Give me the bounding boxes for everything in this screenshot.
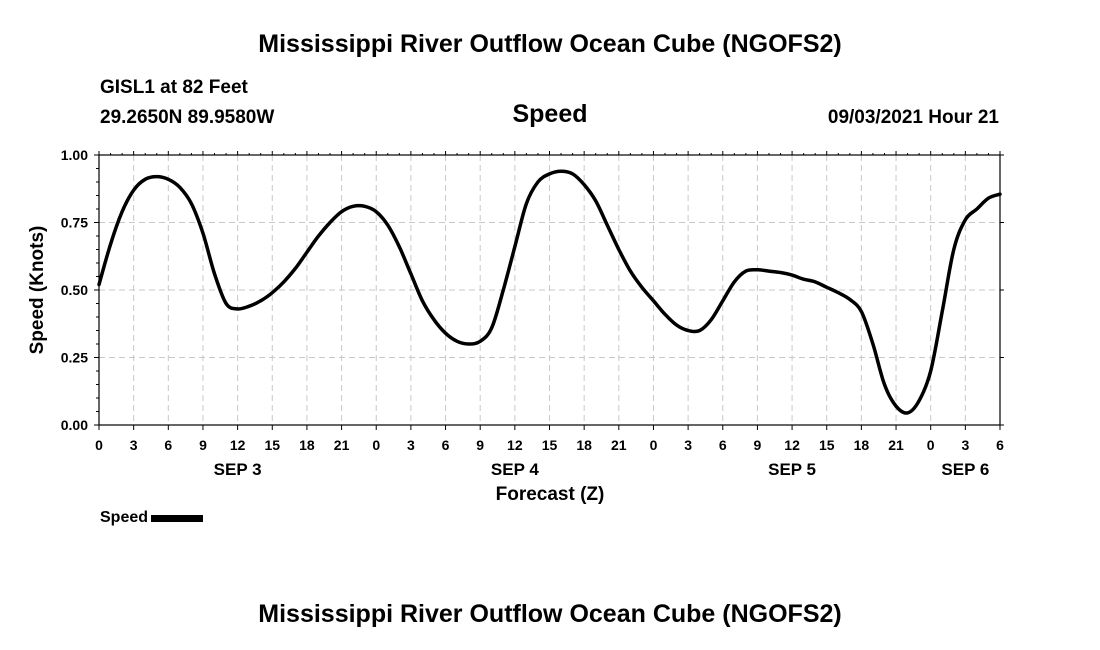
x-tick-label: 0	[95, 437, 103, 453]
x-tick-label: 18	[854, 437, 870, 453]
station-label: GISL1 at 82 Feet	[100, 77, 248, 98]
day-label: SEP 5	[768, 460, 816, 479]
day-label: SEP 4	[491, 460, 539, 479]
x-tick-label: 0	[650, 437, 658, 453]
x-tick-label: 6	[164, 437, 172, 453]
y-tick-label: 0.25	[61, 350, 88, 366]
legend-swatch	[151, 514, 204, 522]
x-tick-label: 15	[542, 437, 558, 453]
x-tick-label: 3	[684, 437, 692, 453]
chart-main-title: Mississippi River Outflow Ocean Cube (NG…	[258, 30, 842, 58]
x-tick-label: 15	[819, 437, 835, 453]
x-tick-label: 6	[996, 437, 1004, 453]
day-label: SEP 6	[941, 460, 989, 479]
x-tick-label: 3	[130, 437, 138, 453]
plot-title: Speed	[512, 100, 588, 128]
datetime-label: 09/03/2021 Hour 21	[827, 107, 999, 128]
x-tick-label: 9	[754, 437, 762, 453]
speed-series-line	[97, 169, 1002, 415]
x-tick-label: 0	[927, 437, 935, 453]
x-tick-label: 9	[199, 437, 207, 453]
y-axis-label: Speed (Knots)	[27, 226, 48, 355]
plot-frame	[98, 154, 1001, 426]
x-axis-label: Forecast (Z)	[496, 484, 605, 505]
x-tick-label: 0	[372, 437, 380, 453]
y-tick-labels: 0.00 0.25 0.50 0.75 1.00	[61, 147, 88, 433]
x-tick-label: 21	[888, 437, 904, 453]
x-tick-label: 21	[611, 437, 627, 453]
y-tick-label: 1.00	[61, 147, 88, 163]
x-tick-label: 18	[299, 437, 315, 453]
x-tick-label: 3	[961, 437, 969, 453]
x-tick-label: 6	[719, 437, 727, 453]
x-tick-label: 9	[476, 437, 484, 453]
x-tick-label: 6	[442, 437, 450, 453]
x-tick-label: 12	[784, 437, 800, 453]
day-labels: SEP 3 SEP 4 SEP 5 SEP 6	[214, 460, 990, 479]
x-tick-label: 12	[507, 437, 523, 453]
coordinates-label: 29.2650N 89.9580W	[100, 107, 275, 128]
y-tick-label: 0.00	[61, 417, 88, 433]
grid-lines	[99, 155, 1000, 425]
y-tick-label: 0.50	[61, 282, 88, 298]
x-tick-labels: 0 3 6 9 12 15 18 21 0 3 6 9 12 15 18 21 0 3 6 9 12 15 18 21 0 3 6	[95, 437, 1004, 453]
x-tick-label: 3	[407, 437, 415, 453]
y-tick-label: 0.75	[61, 215, 88, 231]
x-tick-label: 15	[264, 437, 280, 453]
x-tick-label: 12	[230, 437, 246, 453]
legend-label: Speed	[100, 509, 149, 526]
x-tick-label: 21	[334, 437, 350, 453]
chart-footer-title: Mississippi River Outflow Ocean Cube (NG…	[258, 600, 842, 628]
legend: Speed	[100, 509, 204, 527]
speed-chart: 0.00 0.25 0.50 0.75 1.00 0 3 6 9 12 15 18 21 0 3 6 9 12 1…	[27, 147, 1004, 505]
x-tick-label: 18	[576, 437, 592, 453]
day-label: SEP 3	[214, 460, 262, 479]
